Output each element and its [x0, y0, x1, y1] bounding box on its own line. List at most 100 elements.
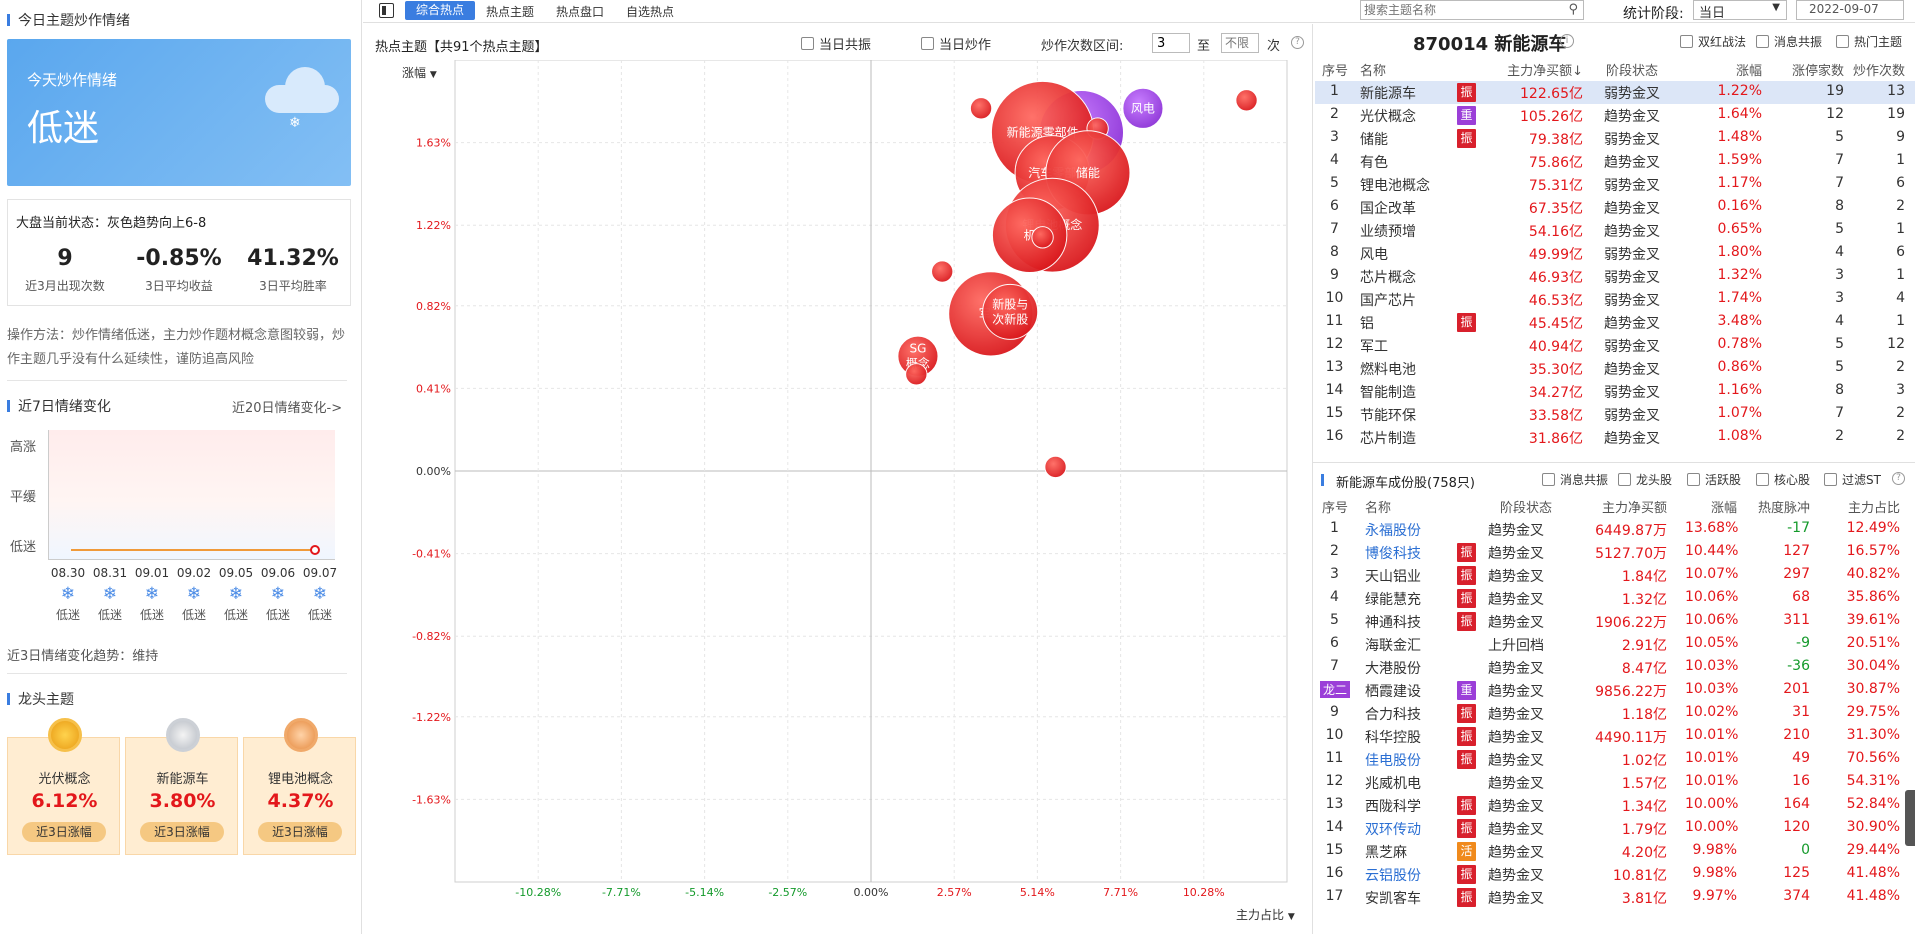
- stock-help-icon[interactable]: ?: [1892, 472, 1905, 485]
- level-label-low: 低迷: [10, 540, 37, 555]
- leader-card[interactable]: 锂电池概念 4.37% 近3日涨幅: [243, 718, 356, 855]
- stock-name[interactable]: 云铝股份: [1365, 868, 1421, 884]
- help-icon[interactable]: ?: [1291, 36, 1304, 49]
- stock-filter-st-checkbox[interactable]: 过滤ST: [1824, 471, 1881, 488]
- tab-hot-theme[interactable]: 热点主题: [486, 5, 535, 19]
- stock-name[interactable]: 永福股份: [1365, 523, 1421, 539]
- change-pct: 13.68%: [1685, 520, 1739, 536]
- stock-leader-checkbox[interactable]: 龙头股: [1618, 471, 1672, 488]
- main-ratio: 35.86%: [1846, 589, 1900, 605]
- main-ratio: 30.87%: [1846, 681, 1900, 697]
- stock-row[interactable]: 13 西陇科学 振趋势金叉 1.34亿 10.00% 164 52.84%: [1315, 794, 1915, 817]
- stock-row[interactable]: 15 黑芝麻 活趋势金叉 4.20亿 9.98% 0 29.44%: [1315, 840, 1915, 863]
- tab-custom[interactable]: 自选热点: [626, 5, 675, 19]
- theme-row[interactable]: 11 铝 振 45.45亿 趋势金叉 3.48% 4 1: [1315, 311, 1915, 334]
- net-buy: 34.27亿: [1528, 385, 1583, 401]
- stock-row[interactable]: 12 兆威机电 趋势金叉 1.57亿 10.01% 16 54.31%: [1315, 771, 1915, 794]
- hype-count: 2: [1896, 198, 1905, 214]
- stock-name[interactable]: 博俊科技: [1365, 546, 1421, 562]
- scroll-handle[interactable]: [1905, 790, 1915, 846]
- stock-row[interactable]: 3 天山铝业 振趋势金叉 1.84亿 10.07% 297 40.82%: [1315, 564, 1915, 587]
- heat-pulse: 311: [1783, 612, 1810, 628]
- x-tick-label: 5.14%: [1020, 886, 1055, 899]
- theme-row[interactable]: 7 业绩预增 54.16亿 趋势金叉 0.65% 5 1: [1315, 219, 1915, 242]
- stock-row[interactable]: 1 永福股份 趋势金叉 6449.87万 13.68% -17 12.49%: [1315, 518, 1915, 541]
- theme-row[interactable]: 10 国产芯片 46.53亿 弱势金叉 1.74% 3 4: [1315, 288, 1915, 311]
- double-red-checkbox[interactable]: 双红战法: [1680, 33, 1746, 50]
- net-buy: 2.91亿: [1621, 638, 1667, 654]
- signal-tag: 重: [1457, 106, 1476, 125]
- search-box[interactable]: ⚲: [1360, 0, 1584, 20]
- leader-pct: 6.12%: [31, 790, 98, 812]
- theme-row[interactable]: 5 锂电池概念 75.31亿 弱势金叉 1.17% 7 6: [1315, 173, 1915, 196]
- leader-card[interactable]: 光伏概念 6.12% 近3日涨幅: [7, 718, 120, 855]
- leader-period-button[interactable]: 近3日涨幅: [258, 822, 342, 842]
- stock-row[interactable]: 6 海联金汇 上升回档 2.91亿 10.05% -9 20.51%: [1315, 633, 1915, 656]
- theme-row[interactable]: 1 新能源车 振 122.65亿 弱势金叉 1.22% 19 13: [1315, 81, 1915, 104]
- stage-status: 趋势金叉: [1488, 799, 1544, 815]
- hot-theme-checkbox[interactable]: 热门主题: [1836, 33, 1902, 50]
- stock-row[interactable]: 9 合力科技 振趋势金叉 1.18亿 10.02% 31 29.75%: [1315, 702, 1915, 725]
- leader-period-button[interactable]: 近3日涨幅: [22, 822, 106, 842]
- theme-row[interactable]: 3 储能 振 79.38亿 弱势金叉 1.48% 5 9: [1315, 127, 1915, 150]
- stock-name[interactable]: 双环传动: [1365, 822, 1421, 838]
- y-axis-selector[interactable]: 涨幅 ▼: [402, 64, 437, 81]
- news-resonance-checkbox[interactable]: 消息共振: [1756, 33, 1822, 50]
- range-from-input[interactable]: [1152, 33, 1190, 53]
- level-label-mid: 平缓: [10, 490, 37, 505]
- hype-count: 1: [1896, 152, 1905, 168]
- stock-row[interactable]: 10 科华控股 振趋势金叉 4490.11万 10.01% 210 31.30%: [1315, 725, 1915, 748]
- theme-row[interactable]: 4 有色 75.86亿 趋势金叉 1.59% 7 1: [1315, 150, 1915, 173]
- same-day-hype-checkbox[interactable]: 当日炒作: [921, 34, 991, 53]
- hype-count: 12: [1887, 336, 1905, 352]
- hype-count: 2: [1896, 359, 1905, 375]
- stock-row[interactable]: 5 神通科技 振趋势金叉 1906.22万 10.06% 311 39.61%: [1315, 610, 1915, 633]
- stock-row[interactable]: 龙二 栖霞建设 重趋势金叉 9856.22万 10.03% 201 30.87%: [1315, 679, 1915, 702]
- row-index: 1: [1330, 83, 1339, 99]
- leader-period-button[interactable]: 近3日涨幅: [140, 822, 224, 842]
- stock-row[interactable]: 7 大港股份 趋势金叉 8.47亿 10.03% -36 30.04%: [1315, 656, 1915, 679]
- theme-row[interactable]: 9 芯片概念 46.93亿 弱势金叉 1.32% 3 1: [1315, 265, 1915, 288]
- theme-row[interactable]: 8 风电 49.99亿 弱势金叉 1.80% 4 6: [1315, 242, 1915, 265]
- stock-row[interactable]: 16 云铝股份 振趋势金叉 10.81亿 9.98% 125 41.48%: [1315, 863, 1915, 886]
- column-header: 主力净买额↓: [1507, 64, 1583, 79]
- range-to-input[interactable]: [1221, 33, 1259, 53]
- info-icon[interactable]: i: [1560, 34, 1574, 48]
- stock-name[interactable]: 佳电股份: [1365, 753, 1421, 769]
- stock-active-checkbox[interactable]: 活跃股: [1687, 471, 1741, 488]
- stock-row[interactable]: 2 博俊科技 振趋势金叉 5127.70万 10.44% 127 16.57%: [1315, 541, 1915, 564]
- panel-toggle-icon[interactable]: [379, 3, 394, 18]
- tab-composite[interactable]: 综合热点: [405, 1, 475, 20]
- theme-row[interactable]: 13 燃料电池 35.30亿 趋势金叉 0.86% 5 2: [1315, 357, 1915, 380]
- stock-row[interactable]: 14 双环传动 振趋势金叉 1.79亿 10.00% 120 30.90%: [1315, 817, 1915, 840]
- net-buy: 1.57亿: [1621, 776, 1667, 792]
- limit-up-count: 4: [1835, 244, 1844, 260]
- x-tick-label: -10.28%: [515, 886, 561, 899]
- stock-row[interactable]: 17 安凯客车 振趋势金叉 3.81亿 9.97% 374 41.48%: [1315, 886, 1915, 909]
- stock-row[interactable]: 4 绿能慧充 振趋势金叉 1.32亿 10.06% 68 35.86%: [1315, 587, 1915, 610]
- bubble-chart[interactable]: 1.63% 1.22% 0.82% 0.41% 0.00% -0.41% -0.82% -1.…: [363, 60, 1311, 910]
- net-buy: 75.31亿: [1528, 178, 1583, 194]
- tab-hot-board[interactable]: 热点盘口: [556, 5, 605, 19]
- change-pct: 0.86%: [1717, 359, 1762, 375]
- date-picker[interactable]: 2022-09-07: [1796, 0, 1904, 20]
- stock-row[interactable]: 11 佳电股份 振趋势金叉 1.02亿 10.01% 49 70.56%: [1315, 748, 1915, 771]
- stock-core-checkbox[interactable]: 核心股: [1756, 471, 1810, 488]
- stock-news-checkbox[interactable]: 消息共振: [1542, 471, 1608, 488]
- theme-row[interactable]: 2 光伏概念 重 105.26亿 趋势金叉 1.64% 12 19: [1315, 104, 1915, 127]
- 20day-link[interactable]: 近20日情绪变化->: [232, 401, 343, 416]
- same-day-resonance-checkbox[interactable]: 当日共振: [801, 34, 871, 53]
- leader-card[interactable]: 新能源车 3.80% 近3日涨幅: [125, 718, 238, 855]
- search-input[interactable]: [1364, 2, 1559, 18]
- stage-status: 弱势金叉: [1604, 408, 1660, 424]
- theme-row[interactable]: 12 军工 40.94亿 弱势金叉 0.78% 5 12: [1315, 334, 1915, 357]
- stage-status: 趋势金叉: [1488, 776, 1544, 792]
- period-select[interactable]: 当日 ▼: [1693, 0, 1787, 21]
- x-axis-selector[interactable]: 主力占比 ▼: [1236, 906, 1295, 923]
- theme-row[interactable]: 6 国企改革 67.35亿 趋势金叉 0.16% 8 2: [1315, 196, 1915, 219]
- theme-row[interactable]: 15 节能环保 33.58亿 弱势金叉 1.07% 7 2: [1315, 403, 1915, 426]
- theme-row[interactable]: 16 芯片制造 31.86亿 趋势金叉 1.08% 2 2: [1315, 426, 1915, 449]
- stock-name: 兆威机电: [1365, 776, 1421, 792]
- search-icon[interactable]: ⚲: [1568, 2, 1578, 17]
- theme-row[interactable]: 14 智能制造 34.27亿 弱势金叉 1.16% 8 3: [1315, 380, 1915, 403]
